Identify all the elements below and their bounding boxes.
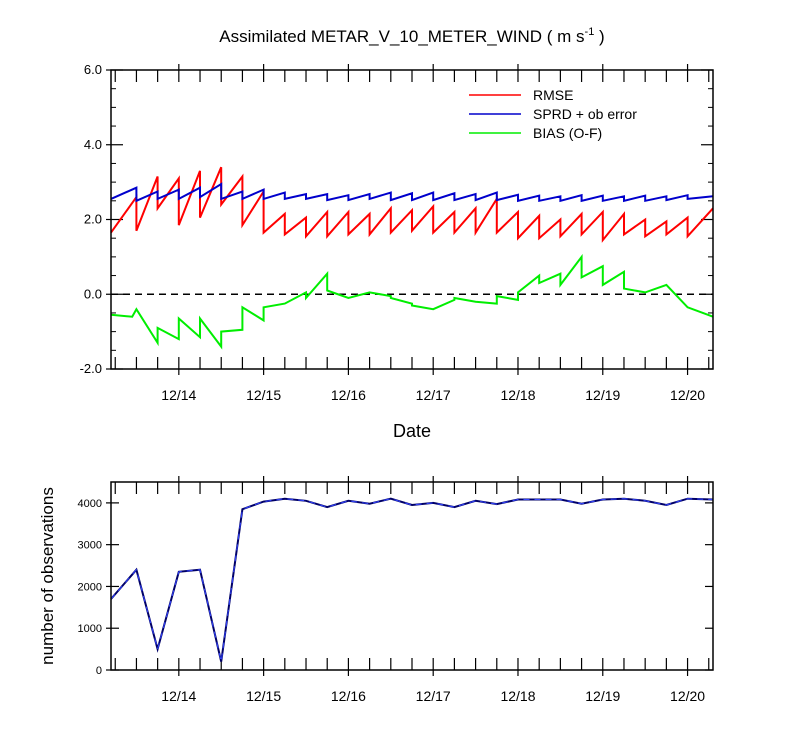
chart-title-main: Assimilated METAR_V_10_METER_WIND ( m s — [219, 27, 584, 46]
bottom-plot: 12/14 12/15 12/16 12/17 12/18 12/19 12/20 0 1000… — [78, 476, 714, 704]
chart-title-end: ) — [594, 27, 604, 46]
chart-title-superscript: -1 — [585, 26, 595, 38]
series-line-sprd-ob-error — [110, 182, 714, 203]
series-dash-overlay — [110, 498, 714, 662]
x-tick-label: 12/19 — [585, 387, 620, 403]
top-plot: 12/14 12/15 12/16 12/17 12/18 12/19 12/20 -2.0 0… — [80, 62, 714, 403]
y-tick-label: 1000 — [78, 623, 102, 635]
y-tick-label: 0.0 — [84, 286, 102, 301]
y-tick-label: 2.0 — [84, 212, 102, 227]
y-axis-label-bottom: number of observations — [38, 487, 57, 665]
x-tick-label: 12/16 — [331, 688, 366, 704]
plot-frame — [110, 481, 714, 671]
legend-label: SPRD + ob error — [533, 106, 637, 122]
x-tick-label: 12/17 — [416, 688, 451, 704]
series-line-rmse — [110, 166, 714, 243]
x-tick-label: 12/20 — [670, 387, 705, 403]
chart-title: Assimilated METAR_V_10_METER_WIND ( m s-… — [219, 26, 604, 46]
series-line-observations — [110, 497, 714, 662]
x-tick-label: 12/18 — [500, 387, 535, 403]
x-tick-label: 12/18 — [500, 688, 535, 704]
y-tick-label: 2000 — [78, 581, 102, 593]
x-tick-label: 12/14 — [161, 688, 196, 704]
x-tick-label: 12/20 — [670, 688, 705, 704]
x-tick-label: 12/19 — [585, 688, 620, 704]
x-tick-label: 12/17 — [416, 387, 451, 403]
x-tick-label: 12/16 — [331, 387, 366, 403]
legend-label: RMSE — [533, 87, 573, 103]
x-axis-label: Date — [393, 421, 431, 441]
series-line-bias-o-f — [110, 253, 714, 350]
y-tick-label: -2.0 — [80, 361, 102, 376]
legend-label: BIAS (O-F) — [533, 125, 602, 141]
y-tick-label: 6.0 — [84, 62, 102, 77]
y-tick-label: 0 — [96, 665, 102, 677]
y-tick-label: 4.0 — [84, 137, 102, 152]
x-tick-label: 12/15 — [246, 688, 281, 704]
y-tick-label: 4000 — [78, 498, 102, 510]
y-tick-label: 3000 — [78, 540, 102, 552]
x-tick-label: 12/14 — [161, 387, 196, 403]
plot-frame — [110, 69, 714, 370]
x-tick-label: 12/15 — [246, 387, 281, 403]
